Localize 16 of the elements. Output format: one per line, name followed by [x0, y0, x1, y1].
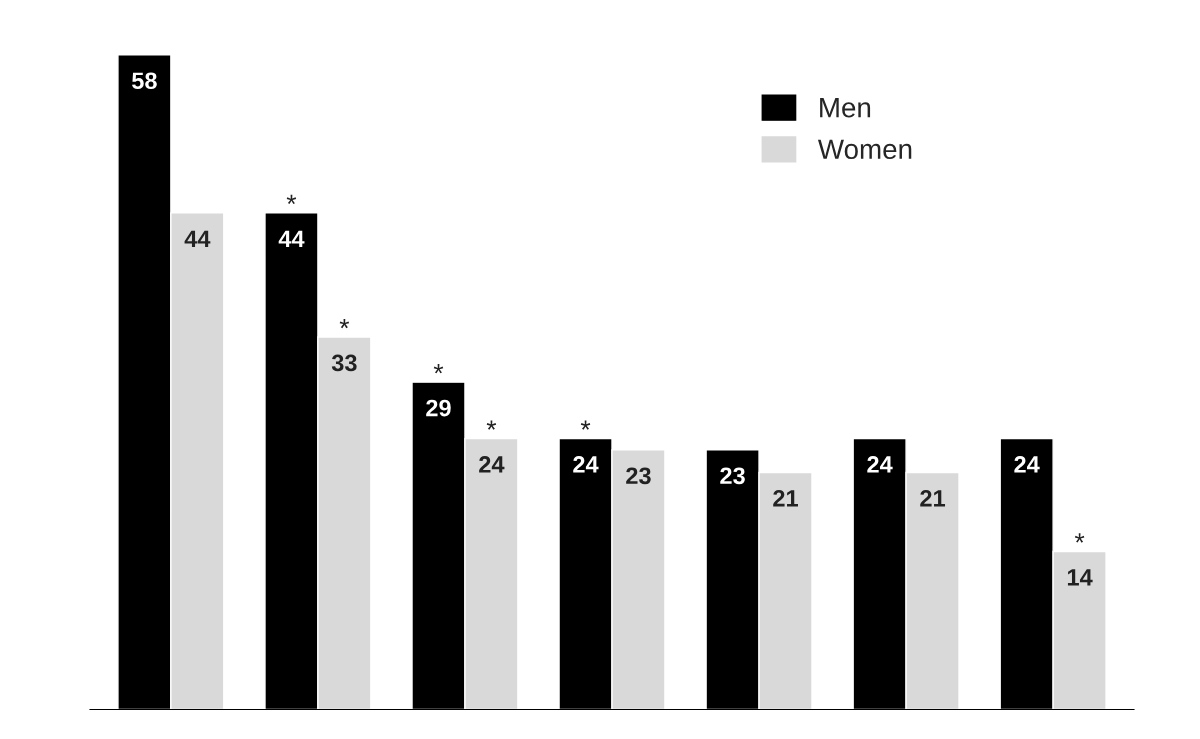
- data-label: * 24: [573, 420, 599, 473]
- data-label: 23: [720, 467, 745, 485]
- data-label: * 44: [278, 194, 305, 247]
- data-label: 58: [132, 72, 157, 90]
- data-label: 24: [867, 456, 893, 473]
- data-label: 44: [184, 230, 211, 247]
- data-label: 23: [626, 467, 651, 485]
- data-label: * 33: [331, 318, 357, 372]
- data-label: * 29: [426, 364, 451, 417]
- data-label: 21: [773, 489, 798, 507]
- data-label: 24: [1014, 456, 1040, 473]
- legend-label: Women: [817, 139, 912, 160]
- data-label: * 24: [479, 420, 505, 473]
- legend-label: Men: [820, 98, 871, 118]
- data-label: * 14: [1067, 533, 1093, 586]
- data-label: 21: [920, 489, 946, 507]
